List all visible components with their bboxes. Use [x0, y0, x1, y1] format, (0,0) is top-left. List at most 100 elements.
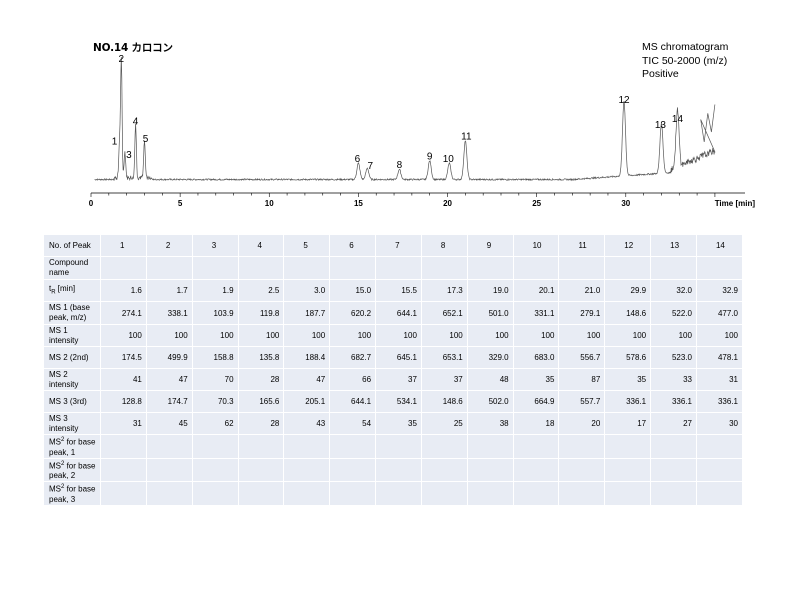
table-cell: 174.7 — [145, 390, 193, 413]
table-cell: 2.5 — [237, 279, 285, 302]
table-cell: 557.7 — [558, 390, 606, 413]
table-row: Compound name — [43, 256, 744, 280]
table-cell — [558, 256, 606, 280]
table-cell: 329.0 — [466, 346, 514, 369]
table-cell: 645.1 — [375, 346, 422, 369]
peak-label-9: 9 — [427, 151, 433, 162]
x-tick-label: 15 — [354, 199, 363, 208]
table-row: MS2 for base peak, 2 — [43, 457, 744, 483]
table-cell: 13 — [650, 234, 697, 257]
table-row: MS2 for base peak, 3 — [43, 481, 744, 506]
table-cell — [695, 434, 744, 459]
table-cell — [191, 457, 239, 483]
table-cell: 43 — [283, 412, 331, 435]
info-line-3: Positive — [642, 68, 679, 80]
chromatogram-trace — [94, 56, 716, 182]
peak-label-6: 6 — [355, 154, 361, 165]
table-cell: 336.1 — [604, 390, 652, 413]
table-cell: 103.9 — [191, 301, 239, 325]
table-cell: 8 — [420, 234, 468, 257]
table-cell: 31 — [695, 368, 744, 391]
table-cell: 620.2 — [329, 301, 377, 325]
table-cell: 522.0 — [650, 301, 697, 325]
table-cell: 1.9 — [191, 279, 239, 302]
peak-label-3: 3 — [126, 150, 132, 161]
table-cell: 174.5 — [100, 346, 147, 369]
table-cell: 7 — [375, 234, 422, 257]
table-cell: 54 — [329, 412, 377, 435]
peak-label-5: 5 — [143, 134, 149, 145]
table-cell: 578.6 — [604, 346, 652, 369]
x-tick-label: 5 — [178, 199, 183, 208]
table-cell — [100, 434, 147, 459]
row-header: tR [min] — [43, 279, 101, 302]
table-cell — [100, 457, 147, 483]
table-cell: 100 — [650, 324, 697, 347]
info-line-2: TIC 50-2000 (m/z) — [642, 54, 728, 67]
table-cell: 17 — [604, 412, 652, 435]
table-cell: 331.1 — [512, 301, 560, 325]
table-cell — [650, 434, 697, 459]
table-cell — [237, 481, 285, 506]
table-cell: 28 — [237, 412, 285, 435]
table-cell: 188.4 — [283, 346, 331, 369]
table-cell: 15.5 — [375, 279, 422, 302]
table-cell — [420, 481, 468, 506]
peak-label-1: 1 — [112, 136, 118, 147]
row-header: MS2 for base peak, 3 — [43, 481, 101, 506]
table-cell: 100 — [466, 324, 514, 347]
table-cell: 27 — [650, 412, 697, 435]
table-cell: 100 — [604, 324, 652, 347]
table-cell: 100 — [375, 324, 422, 347]
table-cell: 1 — [100, 234, 147, 257]
table-cell — [329, 481, 377, 506]
table-cell: 100 — [283, 324, 331, 347]
row-header: MS 3 (3rd) — [43, 390, 101, 413]
table-cell: 38 — [466, 412, 514, 435]
info-line-1: MS chromatogram — [642, 41, 729, 53]
row-header: MS 1 (base peak, m/z) — [43, 301, 101, 325]
table-cell — [145, 434, 193, 459]
table-cell: 100 — [191, 324, 239, 347]
x-axis-ticks: 0 5 10 15 20 25 30 — [89, 193, 716, 208]
table-cell — [145, 256, 193, 280]
table-cell — [375, 481, 422, 506]
table-cell — [466, 256, 514, 280]
table-cell — [558, 457, 606, 483]
table-cell: 37 — [375, 368, 422, 391]
table-cell: 37 — [420, 368, 468, 391]
peak-label-12: 12 — [618, 95, 630, 106]
table-cell — [237, 256, 285, 280]
table-cell: 32.9 — [695, 279, 744, 302]
peak-label-7: 7 — [368, 161, 374, 172]
table-cell: 279.1 — [558, 301, 606, 325]
table-cell — [650, 256, 697, 280]
table-cell — [558, 434, 606, 459]
table-row: MS 1 (base peak, m/z) 274.1 338.1 103.9 119.… — [43, 301, 744, 325]
table-cell: 30 — [695, 412, 744, 435]
table-cell: 5 — [283, 234, 331, 257]
table-cell — [191, 434, 239, 459]
table-cell: 644.1 — [329, 390, 377, 413]
table-cell: 6 — [329, 234, 377, 257]
table-cell — [695, 256, 744, 280]
table-cell: 19.0 — [466, 279, 514, 302]
table-cell: 1.7 — [145, 279, 193, 302]
table-cell — [695, 457, 744, 483]
row-header: MS 1 intensity — [43, 324, 101, 347]
table-row: No. of Peak 1 2 3 4 5 6 7 8 9 10 11 12 13 14 — [43, 234, 744, 257]
table-cell: 70.3 — [191, 390, 239, 413]
table-cell — [145, 481, 193, 506]
peak-label-8: 8 — [397, 160, 403, 171]
table-cell: 100 — [695, 324, 744, 347]
table-cell: 14 — [695, 234, 744, 257]
table-cell — [512, 434, 560, 459]
x-axis-label: Time [min] — [715, 199, 756, 208]
table-cell: 3.0 — [283, 279, 331, 302]
table-cell — [466, 457, 514, 483]
table-row: MS2 for base peak, 1 — [43, 434, 744, 459]
x-tick-label: 25 — [532, 199, 541, 208]
chart-info: MS chromatogram TIC 50-2000 (m/z) Positi… — [642, 41, 728, 82]
